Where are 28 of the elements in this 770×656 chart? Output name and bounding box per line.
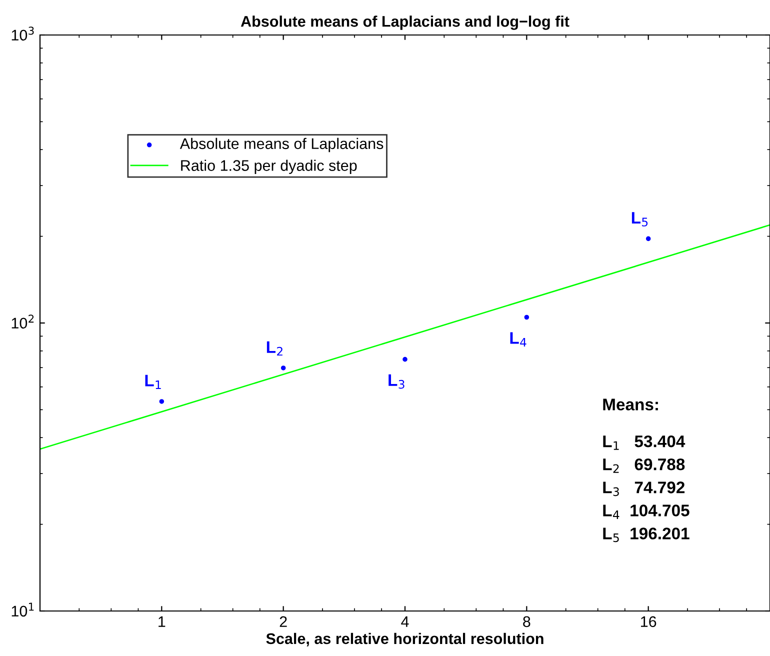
y-tick-label: 10$^{2}$ xyxy=(12,314,34,329)
legend-label: Ratio 1.35 per dyadic step xyxy=(181,160,357,174)
point xyxy=(280,366,286,370)
text: L$_{3}$ 74.792 xyxy=(603,482,685,496)
annotation: Means: xyxy=(603,398,658,410)
point xyxy=(524,314,530,320)
x-tick-label: 4 xyxy=(401,616,409,627)
annotation: L$_{4}$ 104.705 xyxy=(603,504,690,519)
annotation: L$_{2}$ xyxy=(266,341,282,356)
chart-title: Absolute means of Laplacians and log−log fit xyxy=(240,16,570,30)
text: L$_{1}$ 53.404 xyxy=(603,435,686,450)
point xyxy=(159,399,164,404)
legend-label: Absolute means of Laplacians xyxy=(180,138,384,152)
text: L$_{2}$ 69.788 xyxy=(603,458,685,473)
annotation: L$_{1}$ xyxy=(145,374,161,390)
x-tick-label: 1 xyxy=(158,616,166,627)
x-tick-label: 16 xyxy=(641,616,656,628)
annotation: L$_{5}$ 196.201 xyxy=(603,528,690,542)
y-tick-label: 10$^{1}$ xyxy=(12,602,34,617)
point xyxy=(402,356,408,362)
point xyxy=(646,236,651,242)
x-axis-title: Scale, as relative horizontal resolution xyxy=(266,632,544,646)
annotation: L$_{3}$ xyxy=(388,374,404,389)
annotation: L$_{4}$ xyxy=(510,332,526,346)
annotation: L$_{5}$ xyxy=(632,212,648,226)
x-tick-label: 2 xyxy=(280,616,287,627)
x-tick-label: 8 xyxy=(523,616,530,628)
y-tick-label: 10$^{3}$ xyxy=(12,26,34,41)
